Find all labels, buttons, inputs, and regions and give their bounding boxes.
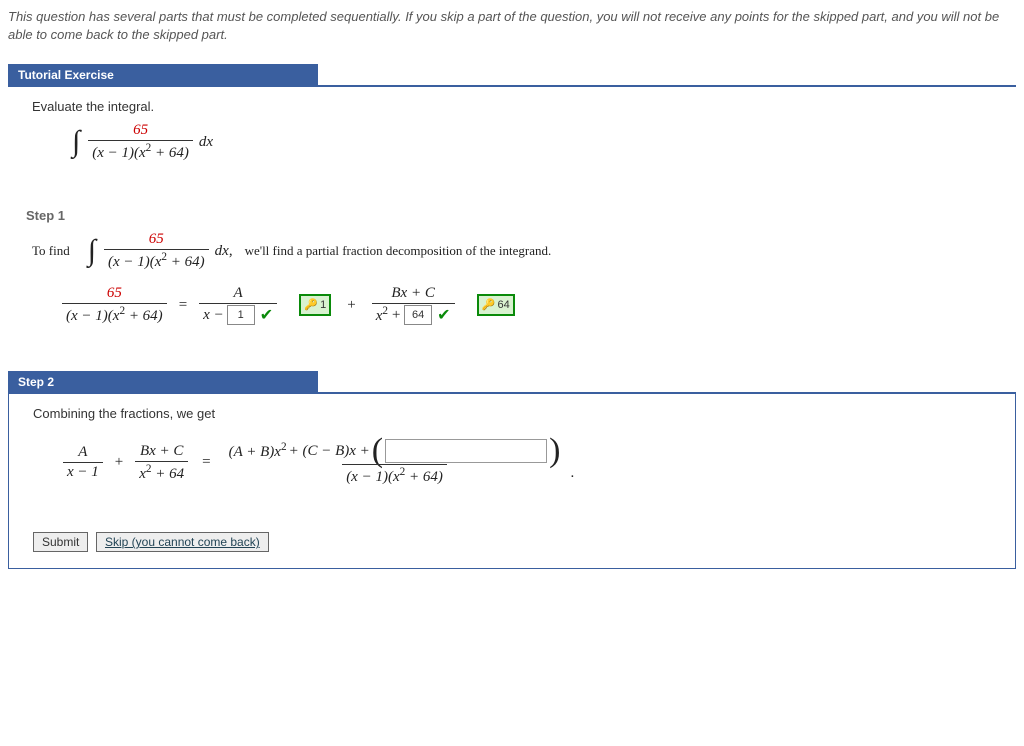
tutorial-body: Evaluate the integral. ∫ 65 (x − 1)(x2 +… [8, 87, 1016, 190]
d: + 64) [167, 254, 205, 270]
integral-sign-icon: ∫ [88, 242, 98, 260]
step2-box: Combining the fractions, we get A x − 1 … [8, 394, 1016, 569]
d: + 64) [405, 469, 443, 485]
x: x2 [376, 305, 388, 325]
tutorial-integral: ∫ 65 (x − 1)(x2 + 64) dx [72, 122, 996, 162]
dx: dx [199, 134, 213, 151]
step1-body: To find ∫ 65 (x − 1)(x2 + 64) dx, we'll … [8, 231, 1016, 353]
t: + (C − B)x + [289, 443, 370, 460]
term1-den: x − 1 ✔ [199, 303, 277, 325]
skip-text: Skip (you cannot come back) [105, 535, 260, 549]
check-icon: ✔ [260, 305, 273, 325]
d: x2 + 64 [135, 461, 188, 483]
sequential-instructions: This question has several parts that mus… [8, 8, 1016, 44]
decomp-term1: A x − 1 ✔ [199, 285, 277, 325]
step2-body: Combining the fractions, we get A x − 1 … [9, 394, 1015, 514]
step2-header-label: Step 2 [8, 371, 318, 394]
term1-num: A [230, 285, 247, 303]
decomp-lhs: 65 (x − 1)(x2 + 64) [62, 285, 167, 325]
s2-term2: Bx + C x2 + 64 [135, 443, 188, 483]
denom-left: (x − 1)(x [92, 145, 145, 161]
skip-button[interactable]: Skip (you cannot come back) [96, 532, 269, 552]
p: x − [203, 307, 224, 324]
step1-blank1[interactable]: 1 [227, 305, 255, 325]
plus: + [347, 297, 355, 314]
term2-den: x2 + 64 ✔ [372, 303, 455, 325]
tutorial-header: Tutorial Exercise [8, 64, 1016, 87]
rhs-num: (A + B)x2 + (C − B)x + ( ) [225, 439, 565, 464]
plus: + [115, 454, 123, 471]
step2-header-rule [318, 371, 1016, 394]
integral-sign-icon: ∫ [72, 133, 82, 151]
n: A [74, 444, 91, 462]
period: . [570, 465, 574, 482]
tutorial-prompt: Evaluate the integral. [32, 99, 996, 114]
d: x [139, 466, 146, 482]
step1-line1: To find ∫ 65 (x − 1)(x2 + 64) dx, we'll … [32, 231, 996, 271]
n: 65 [103, 285, 126, 303]
dx: dx, [215, 243, 233, 260]
equals: = [179, 297, 187, 314]
step1-trail: we'll find a partial fraction decomposit… [245, 243, 552, 259]
tutorial-header-rule [318, 64, 1016, 87]
step1-answer2-revealed[interactable]: 🔑64 [477, 294, 515, 316]
d: + 64 [152, 466, 185, 482]
integrand-numerator: 65 [129, 122, 152, 140]
step1-lead: To find [32, 243, 70, 259]
step1-decomp: 65 (x − 1)(x2 + 64) = A x − 1 ✔ 🔑1 + Bx … [62, 285, 996, 325]
step1-den: (x − 1)(x2 + 64) [104, 249, 209, 271]
denom-right: + 64) [151, 145, 189, 161]
lparen-icon: ( [372, 439, 383, 463]
step1-answer1-revealed[interactable]: 🔑1 [299, 294, 331, 316]
integrand-denominator: (x − 1)(x2 + 64) [88, 140, 193, 162]
d: x − 1 [63, 462, 103, 481]
s2-rhs: (A + B)x2 + (C − B)x + ( ) (x − 1)(x2 + … [225, 439, 565, 486]
rparen-icon: ) [549, 439, 560, 463]
rhs-den: (x − 1)(x2 + 64) [342, 464, 447, 486]
step1-label: Step 1 [26, 208, 1016, 223]
key-icon: 🔑 [482, 298, 496, 312]
button-row: Submit Skip (you cannot come back) [33, 532, 1015, 552]
s2-term1: A x − 1 [63, 444, 103, 481]
tutorial-header-label: Tutorial Exercise [8, 64, 318, 87]
d: (x − 1)(x [66, 308, 119, 324]
step1-blank2[interactable]: 64 [404, 305, 432, 325]
d: (x − 1)(x [108, 254, 161, 270]
step2-header: Step 2 [8, 371, 1016, 394]
submit-button[interactable]: Submit [33, 532, 88, 552]
d: (x − 1)(x2 + 64) [62, 303, 167, 325]
decomp-term2: Bx + C x2 + 64 ✔ [372, 285, 455, 325]
t: (A + B)x [229, 444, 281, 460]
check-icon: ✔ [437, 305, 450, 325]
d: (x − 1)(x [346, 469, 399, 485]
equals: = [202, 454, 210, 471]
d: + 64) [125, 308, 163, 324]
m: + [391, 307, 401, 324]
step2-blank[interactable] [385, 439, 547, 463]
integrand-fraction: 65 (x − 1)(x2 + 64) [88, 122, 193, 162]
v: 1 [320, 299, 326, 311]
step2-equation: A x − 1 + Bx + C x2 + 64 = (A + B)x2 + (… [63, 439, 995, 486]
step2-lead: Combining the fractions, we get [33, 406, 995, 421]
step1-integrand: 65 (x − 1)(x2 + 64) [104, 231, 209, 271]
key-icon: 🔑 [304, 298, 318, 312]
step1-num: 65 [145, 231, 168, 249]
n: Bx + C [136, 443, 187, 461]
term2-num: Bx + C [387, 285, 438, 303]
t: (A + B)x2 [229, 441, 287, 461]
v: 64 [498, 299, 510, 311]
